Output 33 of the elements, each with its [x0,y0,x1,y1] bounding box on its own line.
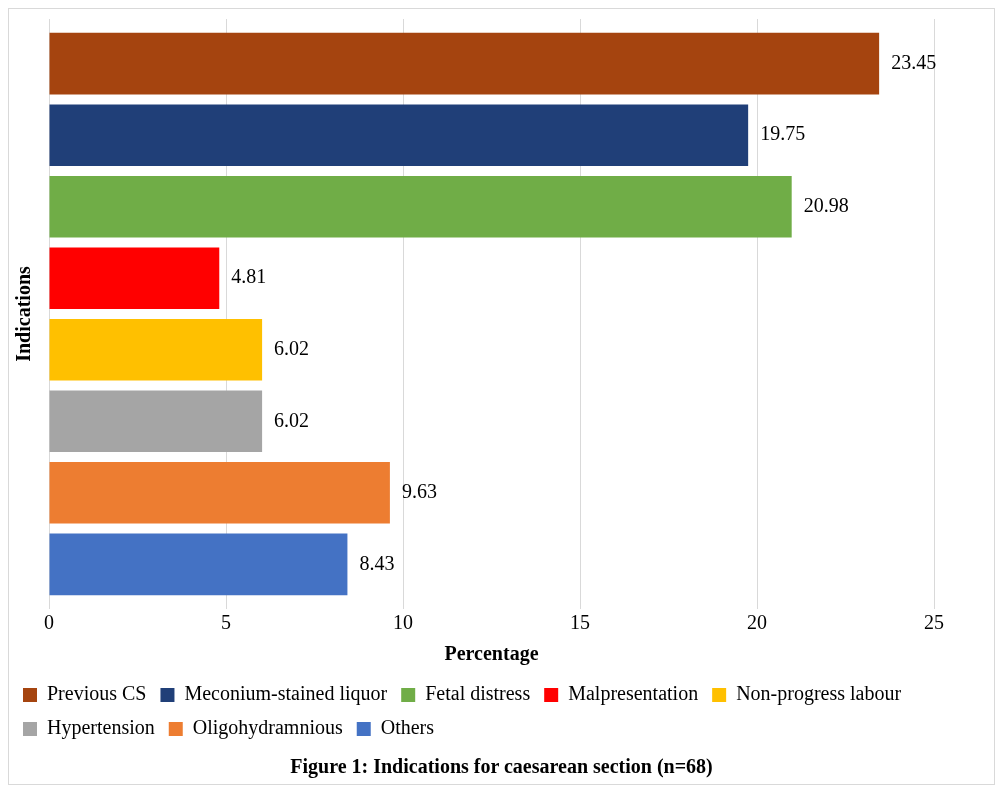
data-label: 19.75 [760,122,806,145]
data-label: 23.45 [891,50,937,73]
x-tick-label: 20 [747,611,767,634]
y-axis-title: Indications [12,265,35,362]
x-tick-label: 15 [570,611,590,634]
legend-label: Hypertension [47,716,155,740]
x-axis-title: Percentage [444,642,539,666]
bar [49,32,880,95]
legend-label: Meconium-stained liquor [184,682,388,706]
legend-label: Fetal distress [425,682,531,705]
x-tick-label: 25 [924,611,944,634]
x-tick-label: 5 [221,611,231,634]
caption: Figure 1: Indications for caesarean section (n=68) [289,754,714,780]
legend-label: Malpresentation [568,682,699,706]
bar [49,390,263,453]
data-label: 6.02 [274,408,310,431]
data-label: 9.63 [401,480,437,503]
bar [49,104,749,166]
x-tick-label: 10 [393,611,413,634]
bar [49,319,263,381]
x-tick-label: 0 [44,611,54,634]
data-label: 8.43 [359,551,395,574]
bar [49,247,220,309]
legend-label: Oligohydramnious [192,716,343,740]
legend-label: Non-progress labour [736,682,902,706]
legend-label: Others [380,716,435,739]
bar [49,175,792,238]
bar [49,462,390,524]
data-label: 4.81 [231,265,267,288]
data-label: 20.98 [803,193,849,216]
legend-label: Previous CS [47,682,147,705]
data-label: 6.02 [274,337,310,360]
bar [49,533,348,596]
